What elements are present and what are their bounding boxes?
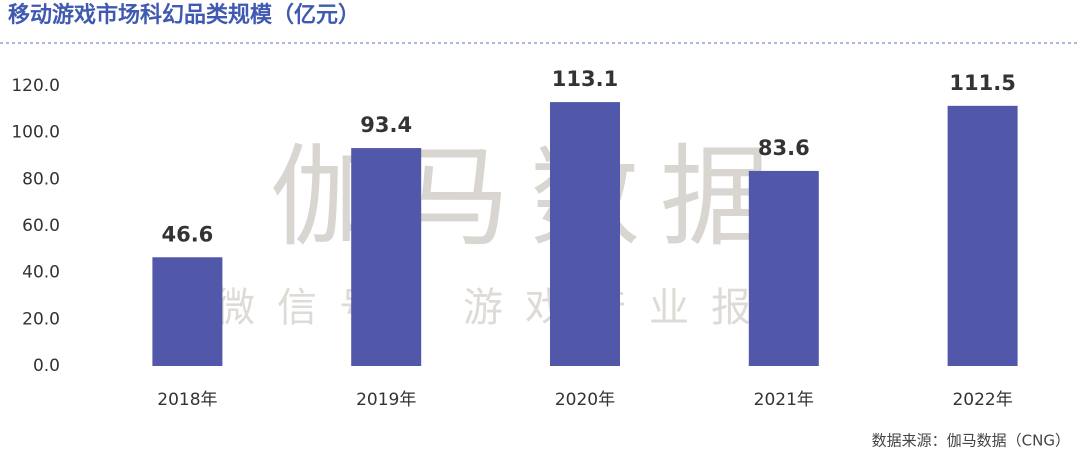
x-tick-label: 2019年 [356, 390, 416, 410]
bar [351, 148, 422, 366]
x-tick-label: 2022年 [952, 390, 1012, 410]
value-label: 93.4 [360, 113, 412, 137]
y-tick-label: 40.0 [22, 263, 60, 283]
y-tick-label: 80.0 [22, 169, 60, 189]
watermark: 伽马数据 [270, 133, 790, 261]
bar [550, 102, 620, 366]
source-note: 数据来源：伽马数据（CNG） [872, 432, 1070, 450]
value-label: 113.1 [552, 67, 618, 91]
y-tick-label: 0.0 [33, 356, 60, 376]
watermark-subtitle: 微信号：游戏产业报告 [215, 285, 835, 331]
bar [748, 170, 819, 366]
x-tick-label: 2020年 [555, 390, 615, 410]
value-label: 46.6 [161, 222, 213, 246]
bar [152, 257, 223, 366]
value-label: 83.6 [758, 136, 810, 160]
y-tick-label: 120.0 [11, 76, 60, 96]
bar [947, 105, 1018, 366]
x-tick-label: 2018年 [157, 390, 217, 410]
y-tick-label: 20.0 [22, 309, 60, 329]
x-tick-label: 2021年 [754, 390, 814, 410]
value-label: 111.5 [949, 71, 1015, 95]
y-tick-label: 60.0 [22, 216, 60, 236]
chart-title: 移动游戏市场科幻品类规模（亿元） [8, 2, 360, 28]
y-tick-label: 100.0 [11, 123, 60, 143]
